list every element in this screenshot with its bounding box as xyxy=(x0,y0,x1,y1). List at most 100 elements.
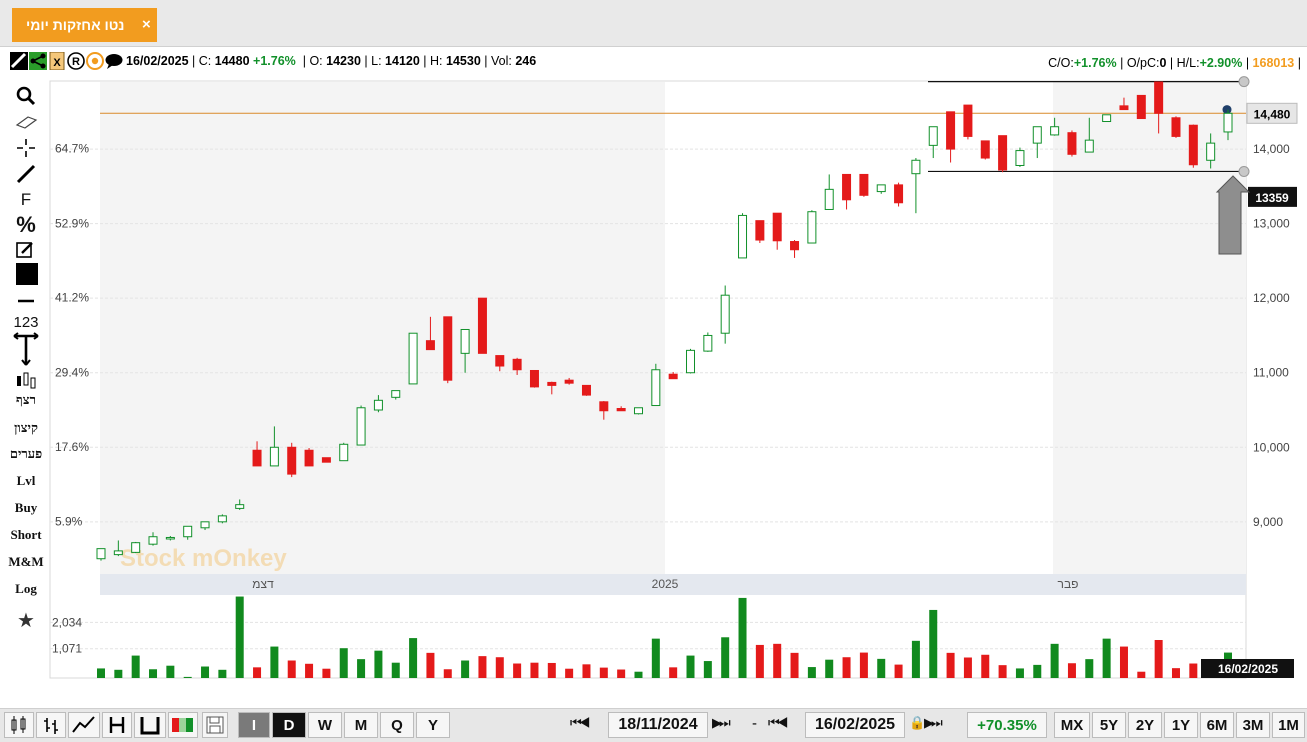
volume-bar xyxy=(877,658,886,678)
candlestick-chart-icon[interactable] xyxy=(4,712,34,738)
volume-bar xyxy=(755,644,764,678)
mm-button[interactable]: M&M xyxy=(8,554,44,569)
close-icon[interactable]: × xyxy=(142,16,151,33)
heikin-ashi-icon[interactable] xyxy=(168,712,198,738)
volume-bar xyxy=(1189,663,1198,678)
line-width-icon[interactable] xyxy=(4,294,48,311)
volume-bar xyxy=(1067,663,1076,678)
start-date-field[interactable]: 18/11/2024 xyxy=(608,712,708,738)
candle-body xyxy=(928,126,938,146)
volume-bar xyxy=(599,667,608,678)
range-6m[interactable]: 6M xyxy=(1200,712,1234,738)
candle-body xyxy=(946,111,956,150)
gaps-label[interactable]: פערים xyxy=(9,446,43,461)
volume-bar xyxy=(929,609,938,678)
candle-body xyxy=(720,294,730,334)
percent-tick-label: 64.7% xyxy=(55,142,89,156)
watermark-logo: Stock mOnkey xyxy=(120,545,287,572)
chart-canvas[interactable]: Stock mOnkey דצמ 2025 פבר 9,000 10,000 11,00… xyxy=(0,0,1307,708)
interval-intraday[interactable]: I xyxy=(238,712,270,738)
range-change-badge: +70.35% xyxy=(967,712,1047,738)
chat-icon[interactable] xyxy=(105,52,123,70)
ohlc-bars-icon[interactable] xyxy=(36,712,66,738)
candle-body xyxy=(755,220,765,241)
range-3m[interactable]: 3M xyxy=(1236,712,1270,738)
range-mx[interactable]: MX xyxy=(1054,712,1090,738)
price-tick-label: 9,000 xyxy=(1253,515,1283,529)
hlc-chart-icon[interactable] xyxy=(102,712,132,738)
line-draw-icon[interactable] xyxy=(4,164,48,187)
volume-bar xyxy=(1050,643,1059,678)
volume-bar xyxy=(1171,668,1180,678)
short-button[interactable]: Short xyxy=(10,527,42,542)
sep-7: | xyxy=(1169,56,1174,70)
interval-quarterly[interactable]: Q xyxy=(380,712,414,738)
candle-body xyxy=(183,525,193,538)
interval-monthly[interactable]: M xyxy=(344,712,378,738)
candle-body xyxy=(1223,112,1233,133)
candle-body xyxy=(1188,124,1198,166)
candle-body xyxy=(408,332,418,385)
interval-yearly[interactable]: Y xyxy=(416,712,450,738)
candles-style-icon[interactable] xyxy=(4,370,48,395)
resize-arrows-icon[interactable] xyxy=(4,332,48,371)
volume-bar xyxy=(287,660,296,678)
range-2y[interactable]: 2Y xyxy=(1128,712,1162,738)
candle-body xyxy=(911,159,921,175)
channel-lines[interactable] xyxy=(928,76,1250,177)
volume-bar xyxy=(409,638,418,678)
crosshair-icon[interactable] xyxy=(4,138,48,161)
end-date-field[interactable]: 16/02/2025 xyxy=(805,712,905,738)
fibonacci-tool[interactable]: F xyxy=(20,190,32,209)
start-date-back-icon[interactable]: ⏮◀ xyxy=(570,715,590,730)
candle-body xyxy=(373,399,383,411)
volume-bar xyxy=(443,669,452,678)
candle-body xyxy=(1067,132,1077,155)
candle-body xyxy=(824,188,834,210)
chart-tab[interactable]: נטו אחזקות יומי × xyxy=(12,8,157,42)
sequence-label[interactable]: רצף xyxy=(16,392,36,407)
volume-bar xyxy=(253,667,262,678)
registered-icon[interactable]: R xyxy=(67,52,85,70)
lock-icon[interactable]: 🔒 xyxy=(909,715,925,730)
end-date-back-icon[interactable]: ⏮◀ xyxy=(768,715,788,730)
color-swatch[interactable] xyxy=(4,262,48,291)
edit-note-icon[interactable] xyxy=(4,240,48,263)
candle-body xyxy=(790,241,800,251)
eraser-icon[interactable] xyxy=(4,114,48,133)
line-chart-icon[interactable] xyxy=(68,712,100,738)
volume-tick-label: 1,071 xyxy=(52,642,82,656)
target-icon[interactable] xyxy=(86,52,104,70)
hl-label: H/L: xyxy=(1176,56,1200,70)
candle-body xyxy=(356,407,366,446)
candle-body xyxy=(477,297,487,354)
candle-body xyxy=(148,536,158,545)
price-tick-label: 14,000 xyxy=(1253,142,1290,156)
zoom-search-icon[interactable] xyxy=(4,86,48,109)
range-1y[interactable]: 1Y xyxy=(1164,712,1198,738)
start-date-forward-icon[interactable]: ▶⏭ xyxy=(712,715,731,730)
hl-value: +2.90% xyxy=(1199,56,1243,70)
favorite-star-icon[interactable]: ★ xyxy=(17,610,35,632)
sep-8: | xyxy=(1245,56,1250,70)
lvl-button[interactable]: Lvl xyxy=(16,473,36,488)
range-1m[interactable]: 1M xyxy=(1272,712,1305,738)
area-chart-icon[interactable] xyxy=(134,712,166,738)
number-tool[interactable]: 123 xyxy=(13,314,39,331)
interval-daily[interactable]: D xyxy=(272,712,306,738)
draw-tools-icon[interactable] xyxy=(10,52,28,70)
share-icon[interactable] xyxy=(29,52,47,70)
excel-icon[interactable]: X xyxy=(48,52,66,70)
candle-body xyxy=(495,355,505,367)
volume-bar xyxy=(894,664,903,678)
range-5y[interactable]: 5Y xyxy=(1092,712,1126,738)
extreme-label[interactable]: קיצון xyxy=(14,420,38,435)
buy-button[interactable]: Buy xyxy=(14,500,38,515)
end-date-forward-icon[interactable]: ▶⏭ xyxy=(924,715,943,730)
interval-weekly[interactable]: W xyxy=(308,712,342,738)
volume-bar xyxy=(738,597,747,678)
sep-2: | xyxy=(302,54,306,68)
percent-tool[interactable]: % xyxy=(16,212,36,237)
save-icon[interactable] xyxy=(202,712,228,738)
log-button[interactable]: Log xyxy=(15,581,37,596)
